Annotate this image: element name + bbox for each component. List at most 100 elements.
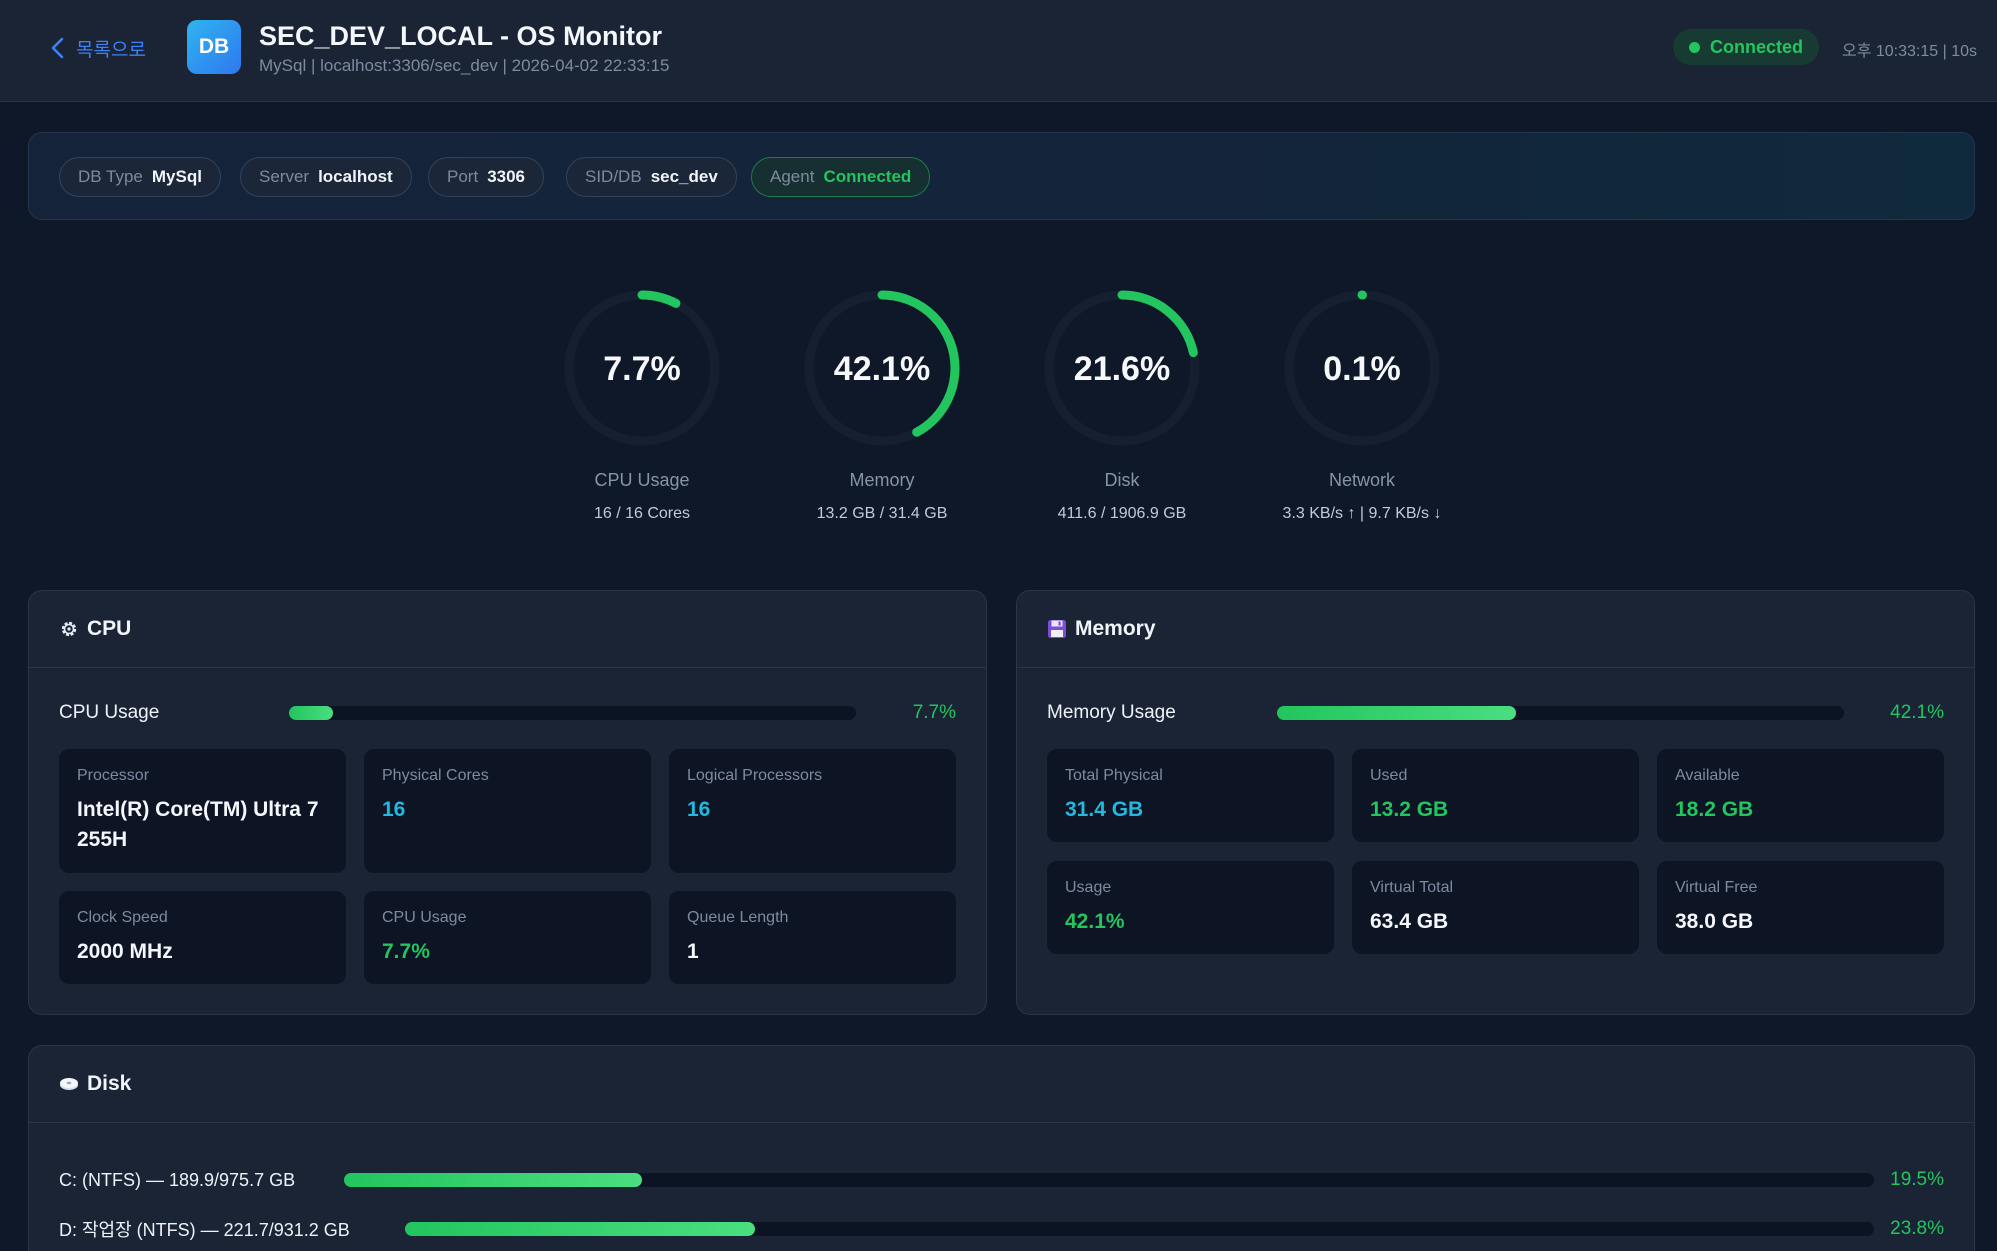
- memory-usage-percent: 42.1%: [1890, 702, 1944, 723]
- db-logo: DB: [187, 20, 241, 74]
- card-label: Clock Speed: [77, 909, 168, 926]
- gauge-detail: 3.3 KB/s ↑ | 9.7 KB/s ↓: [1282, 505, 1442, 522]
- card-value: 63.4 GB: [1370, 910, 1449, 933]
- cpu-usage-bar-fill: [289, 706, 333, 720]
- disk-panel: Disk C: (NTFS) — 189.9/975.7 GB 19.5% D:…: [28, 1045, 1975, 1251]
- gauge-value: 0.1%: [1323, 350, 1401, 388]
- disk-panel-title: Disk: [87, 1072, 132, 1095]
- disk-row-c: C: (NTFS) — 189.9/975.7 GB 19.5%: [59, 1165, 1944, 1195]
- disk-label: D: 작업장 (NTFS) — 221.7/931.2 GB: [59, 1220, 350, 1240]
- card-value: 42.1%: [1065, 910, 1125, 933]
- memory-card-virtual-free: Virtual Free 38.0 GB: [1657, 861, 1944, 954]
- connection-status-badge: Connected: [1673, 29, 1819, 65]
- chip-sid-db: SID/DB sec_dev: [566, 157, 737, 197]
- gauge-ring: [804, 290, 960, 446]
- gauge-ring: [564, 290, 720, 446]
- memory-card-used: Used 13.2 GB: [1352, 749, 1639, 842]
- card-value: 1: [687, 940, 699, 963]
- memory-usage-bar: [1277, 706, 1844, 720]
- gauge-detail: 13.2 GB / 31.4 GB: [816, 505, 948, 522]
- chip-value: MySql: [151, 167, 202, 186]
- disk-usage-percent: 19.5%: [1890, 1169, 1944, 1190]
- disk-usage-bar: [344, 1173, 1874, 1187]
- cpu-panel-header: CPU: [29, 591, 986, 668]
- cpu-usage-percent: 7.7%: [912, 702, 956, 723]
- card-value: 31.4 GB: [1065, 798, 1144, 821]
- card-label: Processor: [77, 767, 150, 784]
- memory-usage-row: Memory Usage 42.1%: [1047, 698, 1944, 728]
- connection-subtitle: MySql | localhost:3306/sec_dev | 2026-04…: [259, 56, 670, 75]
- connection-status-text: Connected: [1709, 36, 1803, 57]
- disk-usage-bar-fill: [405, 1222, 755, 1236]
- card-label: Usage: [1065, 879, 1112, 896]
- card-value: 16: [687, 798, 711, 821]
- card-label: Physical Cores: [382, 767, 489, 784]
- chevron-left-icon: [51, 37, 64, 59]
- disk-panel-header: Disk: [29, 1046, 1974, 1123]
- gauge-cpu: 7.7% CPU Usage 16 / 16 Cores: [522, 288, 762, 538]
- card-label: Used: [1370, 767, 1408, 784]
- cpu-panel-title: CPU: [87, 617, 132, 640]
- refresh-timestamp: 오후 10:33:15 | 10s: [1842, 43, 1978, 60]
- card-value: 13.2 GB: [1370, 798, 1449, 821]
- card-value: 18.2 GB: [1675, 798, 1754, 821]
- memory-card-usage: Usage 42.1%: [1047, 861, 1334, 954]
- back-to-list-link[interactable]: 목록으로: [48, 33, 146, 63]
- disk-drive-icon: [60, 1078, 78, 1090]
- disk-usage-bar: [405, 1222, 1874, 1236]
- cpu-card-logical-processors: Logical Processors 16: [669, 749, 956, 873]
- gauge-label: Memory: [849, 470, 915, 490]
- cpu-card-cpu-usage: CPU Usage 7.7%: [364, 891, 651, 984]
- gauge-value: 21.6%: [1073, 350, 1171, 388]
- page-title: SEC_DEV_LOCAL - OS Monitor: [259, 21, 663, 51]
- chip-key: Agent: [770, 167, 815, 186]
- gauge-label: Disk: [1104, 470, 1140, 490]
- card-label: Available: [1675, 767, 1740, 784]
- chip-agent: Agent Connected: [751, 157, 931, 197]
- top-header: 목록으로 DB SEC_DEV_LOCAL - OS Monitor MySql…: [0, 0, 1997, 102]
- chip-key: Port: [447, 167, 479, 186]
- memory-card-virtual-total: Virtual Total 63.4 GB: [1352, 861, 1639, 954]
- card-label: CPU Usage: [382, 909, 467, 926]
- card-value: 16: [382, 798, 406, 821]
- cpu-card-processor: Processor Intel(R) Core(TM) Ultra 7 255H: [59, 749, 346, 873]
- memory-card-available: Available 18.2 GB: [1657, 749, 1944, 842]
- chip-server: Server localhost: [240, 157, 412, 197]
- chip-value: Connected: [823, 167, 912, 186]
- gauge-label: CPU Usage: [594, 470, 690, 490]
- chip-key: SID/DB: [585, 167, 642, 186]
- disk-usage-bar-fill: [344, 1173, 643, 1187]
- card-label: Logical Processors: [687, 767, 823, 784]
- chip-db-type: DB Type MySql: [59, 157, 221, 197]
- chip-port: Port 3306: [428, 157, 545, 197]
- chip-value: 3306: [487, 167, 526, 186]
- cpu-card-clock-speed: Clock Speed 2000 MHz: [59, 891, 346, 984]
- card-label: Virtual Total: [1370, 879, 1454, 896]
- card-value: 2000 MHz: [77, 940, 173, 963]
- gauge-ring: [1284, 290, 1440, 446]
- gauge-detail: 16 / 16 Cores: [593, 505, 691, 522]
- db-info-bar: DB Type MySql Server localhost Port 3306…: [28, 132, 1975, 220]
- chip-value: sec_dev: [650, 167, 718, 186]
- cpu-usage-bar: [289, 706, 856, 720]
- card-value: 38.0 GB: [1675, 910, 1754, 933]
- chip-key: Server: [259, 167, 310, 186]
- cpu-panel: CPU CPU Usage 7.7% Processor Intel(R) Co…: [28, 590, 987, 1015]
- gauge-network: 0.1% Network 3.3 KB/s ↑ | 9.7 KB/s ↓: [1242, 288, 1482, 538]
- card-value: Intel(R) Core(TM) Ultra 7 255H: [77, 798, 319, 851]
- disk-label: C: (NTFS) — 189.9/975.7 GB: [59, 1169, 296, 1190]
- gauge-memory: 42.1% Memory 13.2 GB / 31.4 GB: [762, 288, 1002, 538]
- card-label: Virtual Free: [1675, 879, 1758, 896]
- disk-usage-percent: 23.8%: [1890, 1218, 1944, 1239]
- chip-value: localhost: [318, 167, 393, 186]
- status-dot-icon: [1688, 41, 1700, 53]
- gauge-disk: 21.6% Disk 411.6 / 1906.9 GB: [1002, 288, 1242, 538]
- gauge-value: 42.1%: [833, 350, 931, 388]
- cpu-card-queue-length: Queue Length 1: [669, 891, 956, 984]
- gauge-label: Network: [1328, 470, 1395, 490]
- memory-card-total-physical: Total Physical 31.4 GB: [1047, 749, 1334, 842]
- memory-panel-title: Memory: [1075, 617, 1156, 640]
- memory-panel-header: Memory: [1017, 591, 1974, 668]
- card-value: 7.7%: [382, 940, 430, 963]
- back-link-label: 목록으로: [76, 39, 146, 61]
